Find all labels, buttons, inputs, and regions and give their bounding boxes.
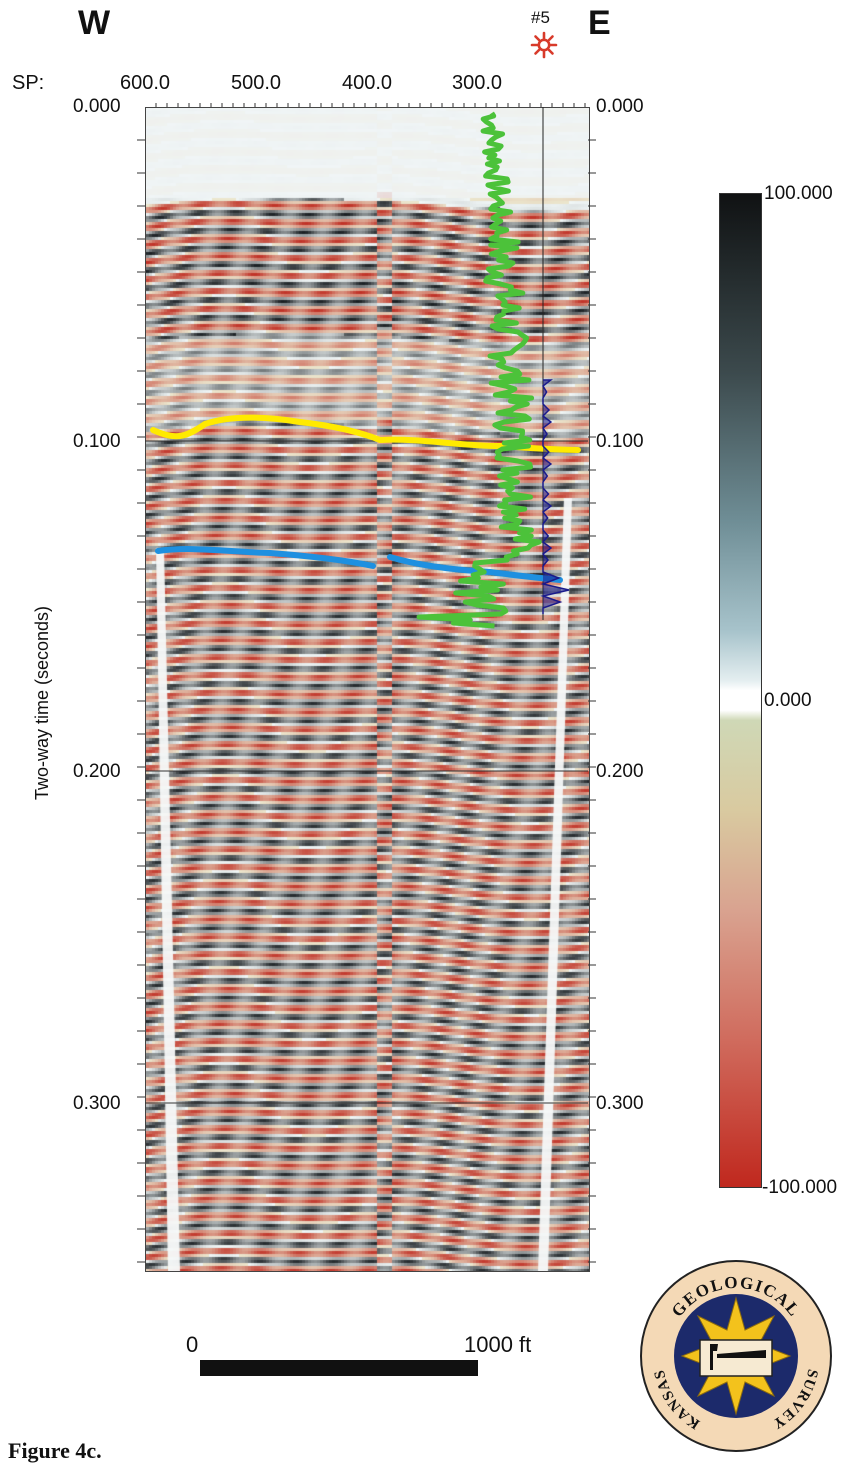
- time-tick-left: 0.000: [73, 96, 121, 117]
- well-sun-icon: [530, 31, 558, 59]
- sp-tick-label: 300.0: [452, 72, 503, 94]
- scale-start-label: 0: [186, 1332, 199, 1357]
- seismic-section: [145, 107, 590, 1272]
- time-tick-left: 0.300: [73, 1093, 121, 1114]
- lower-horizon: [387, 554, 563, 583]
- time-tick-left: 0.200: [73, 761, 121, 782]
- time-tick-right: 0.300: [596, 1093, 644, 1114]
- colorbar: [719, 193, 762, 1188]
- sp-tick-label: 400.0: [342, 72, 393, 94]
- east-label: E: [588, 4, 611, 42]
- scale-end-label: 1000 ft: [464, 1332, 532, 1357]
- kansas-state-hammer-icon: [710, 1344, 766, 1370]
- well-log-curve: [416, 111, 542, 629]
- west-label: W: [78, 4, 111, 42]
- figure-caption: Figure 4c.: [8, 1438, 102, 1463]
- seismic-traces: [146, 108, 589, 1271]
- time-tick-right: 0.100: [596, 431, 644, 452]
- time-tick-left: 0.100: [73, 431, 121, 452]
- colorbar-mid-label: 0.000: [764, 690, 812, 711]
- sp-tick-label: 600.0: [120, 72, 171, 94]
- colorbar-min-label: -100.000: [762, 1177, 838, 1198]
- well-label: #5: [531, 8, 550, 27]
- lower-horizon: [155, 546, 376, 569]
- time-tick-right: 0.200: [596, 761, 644, 782]
- colorbar-max-label: 100.000: [764, 183, 833, 204]
- time-tick-right: 0.000: [596, 96, 644, 117]
- scale-bar: [200, 1360, 478, 1376]
- axis-ticks: [137, 103, 596, 1263]
- synthetic-seismogram: [540, 379, 570, 614]
- sp-tick-label: 500.0: [231, 72, 282, 94]
- kansas-geological-survey-logo: GEOLOGICAL KANSAS SURVEY: [640, 1260, 832, 1452]
- upper-horizon: [150, 414, 581, 453]
- sp-label: SP:: [12, 72, 45, 94]
- colorbar-gradient: [720, 194, 761, 1187]
